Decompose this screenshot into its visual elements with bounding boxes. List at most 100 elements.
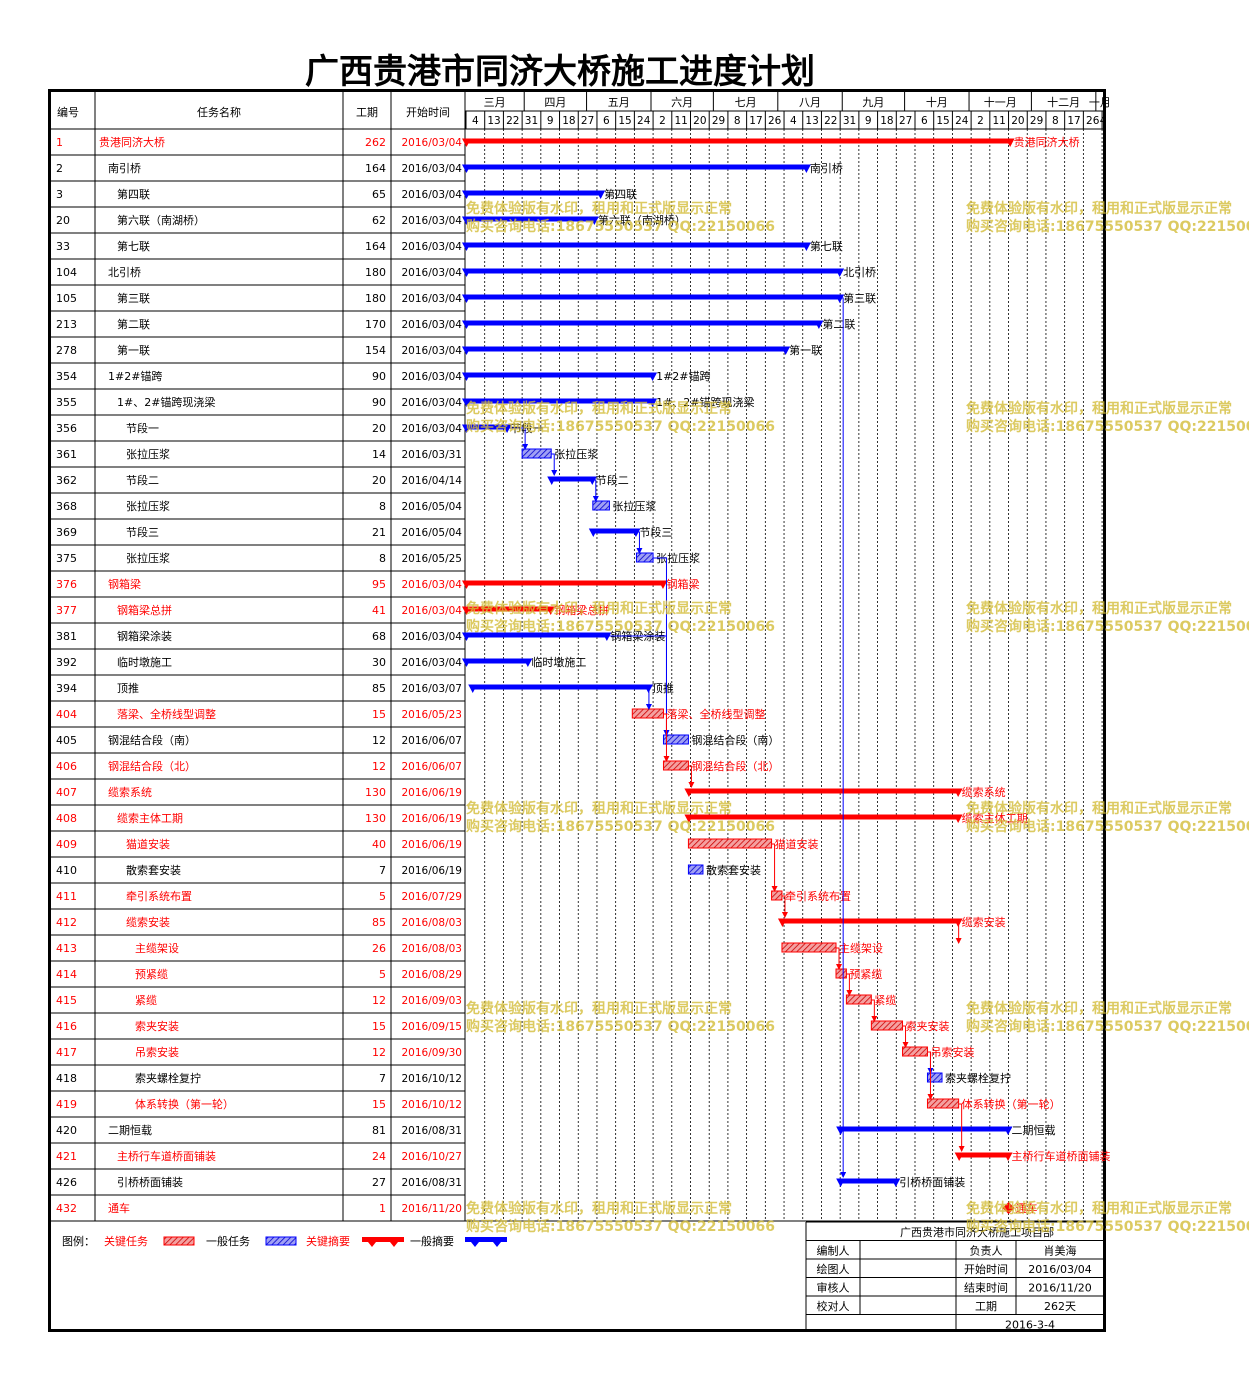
cell-id: 411 [56,890,77,903]
bar-label: 1#2#锚跨 [656,369,710,383]
dependency-link [927,1051,934,1100]
bar-label: 落梁、全桥线型调整 [666,707,765,721]
bar-label: 贵港同济大桥 [1014,135,1080,149]
cell-duration: 15 [372,1098,386,1111]
cell-start: 2016/06/19 [401,839,462,851]
cell-duration: 41 [372,604,386,617]
task-bar [835,968,847,979]
cell-duration: 262 [365,136,386,149]
cell-name: 贵港同济大桥 [99,135,165,149]
summary-bar [466,424,508,430]
summary-bar [466,164,807,170]
cell-start: 2016/06/07 [401,735,462,747]
bar-label: 缆索安装 [962,915,1006,929]
cell-id: 404 [56,708,77,721]
summary-bar [466,346,787,352]
cell-name: 主桥行车道桥面铺装 [117,1149,216,1163]
summary-bar-end-cap [1003,1126,1013,1135]
milestone-marker [1002,1202,1015,1214]
summary-bar [551,476,593,482]
bar-label: 节段一 [511,421,544,435]
summary-bar-start-cap [462,658,471,667]
info-date: 2016-3-4 [1005,1319,1055,1332]
dependency-link [507,427,529,450]
summary-bar-end-cap [648,398,658,407]
summary-bar-start-cap [836,1178,846,1187]
day-label: 6 [603,115,610,127]
month-label: 六月 [671,96,693,109]
cell-start: 2016/03/04 [401,423,462,435]
cell-id: 361 [56,448,77,461]
task-bar [926,1098,960,1109]
task-bar [592,500,610,511]
cell-id: 105 [56,292,77,305]
bar-label: 顶推 [652,681,674,695]
cell-id: 416 [56,1020,77,1033]
day-label: 24 [637,115,651,127]
cell-duration: 8 [379,500,386,513]
day-label: 4 [790,115,797,127]
bar-label: 第二联 [822,317,855,331]
summary-bar-start-cap [462,424,471,433]
summary-bar [688,814,959,820]
cell-id: 369 [56,526,77,539]
cell-id: 406 [56,760,77,773]
cell-name: 钢混结合段（北） [108,759,196,773]
summary-bar-start-cap [462,580,471,589]
cell-name: 缆索主体工期 [117,811,183,825]
bar-label: 紧缆 [874,994,896,1007]
bar-label: 节段二 [596,473,629,487]
dependency-link [902,1025,909,1048]
cell-start: 2016/08/29 [401,969,462,981]
summary-bar [466,268,841,274]
cell-start: 2016/10/12 [401,1099,462,1111]
cell-name: 1#2#锚跨 [108,369,162,383]
cell-id: 1 [56,136,63,149]
summary-bar [688,788,959,794]
cell-start: 2016/05/25 [401,553,462,565]
cell-start: 2016/03/04 [401,189,462,201]
month-label: 一月 [1089,96,1111,109]
cell-duration: 68 [372,630,386,643]
summary-bar-start-cap [462,138,471,147]
day-label: 26 [768,115,782,127]
cell-start: 2016/08/03 [401,943,462,955]
cell-duration: 180 [365,292,386,305]
info-cell: 262天 [1044,1300,1076,1313]
header-start: 开始时间 [406,105,450,119]
cell-id: 355 [56,396,77,409]
bar-label: 张拉压浆 [612,499,656,513]
cell-name: 钢箱梁 [108,577,141,591]
day-label: 29 [1030,115,1043,127]
cell-duration: 85 [372,682,386,695]
cell-duration: 180 [365,266,386,279]
cell-start: 2016/03/31 [401,449,462,461]
cell-name: 节段二 [126,473,159,487]
cell-start: 2016/03/04 [401,215,462,227]
cell-id: 415 [56,994,77,1007]
cell-name: 体系转换（第一轮） [135,1097,234,1111]
legend-normal-task: 一般任务 [206,1235,250,1248]
cell-duration: 15 [372,708,386,721]
bar-label: 散索套安装 [706,863,761,877]
cell-start: 2016/03/04 [401,605,462,617]
day-label: 15 [936,115,949,127]
dependency-link [846,973,853,996]
day-label: 27 [581,115,594,127]
dependency-link [958,1103,965,1152]
cell-name: 落梁、全桥线型调整 [117,707,216,721]
day-label: 26 [1086,115,1100,127]
header-name: 任务名称 [197,105,241,119]
cell-id: 412 [56,916,77,929]
cell-start: 2016/09/15 [401,1021,462,1033]
cell-name: 顶推 [117,681,139,695]
summary-bar-start-cap [684,788,694,797]
cell-start: 2016/11/20 [401,1203,462,1215]
cell-name: 索夹螺栓复拧 [135,1071,201,1085]
cell-id: 414 [56,968,77,981]
cell-duration: 170 [365,318,386,331]
bar-label: 猫道安装 [775,837,819,851]
cell-duration: 12 [372,994,386,1007]
cell-id: 377 [56,604,77,617]
bar-label: 张拉压浆 [656,551,700,565]
